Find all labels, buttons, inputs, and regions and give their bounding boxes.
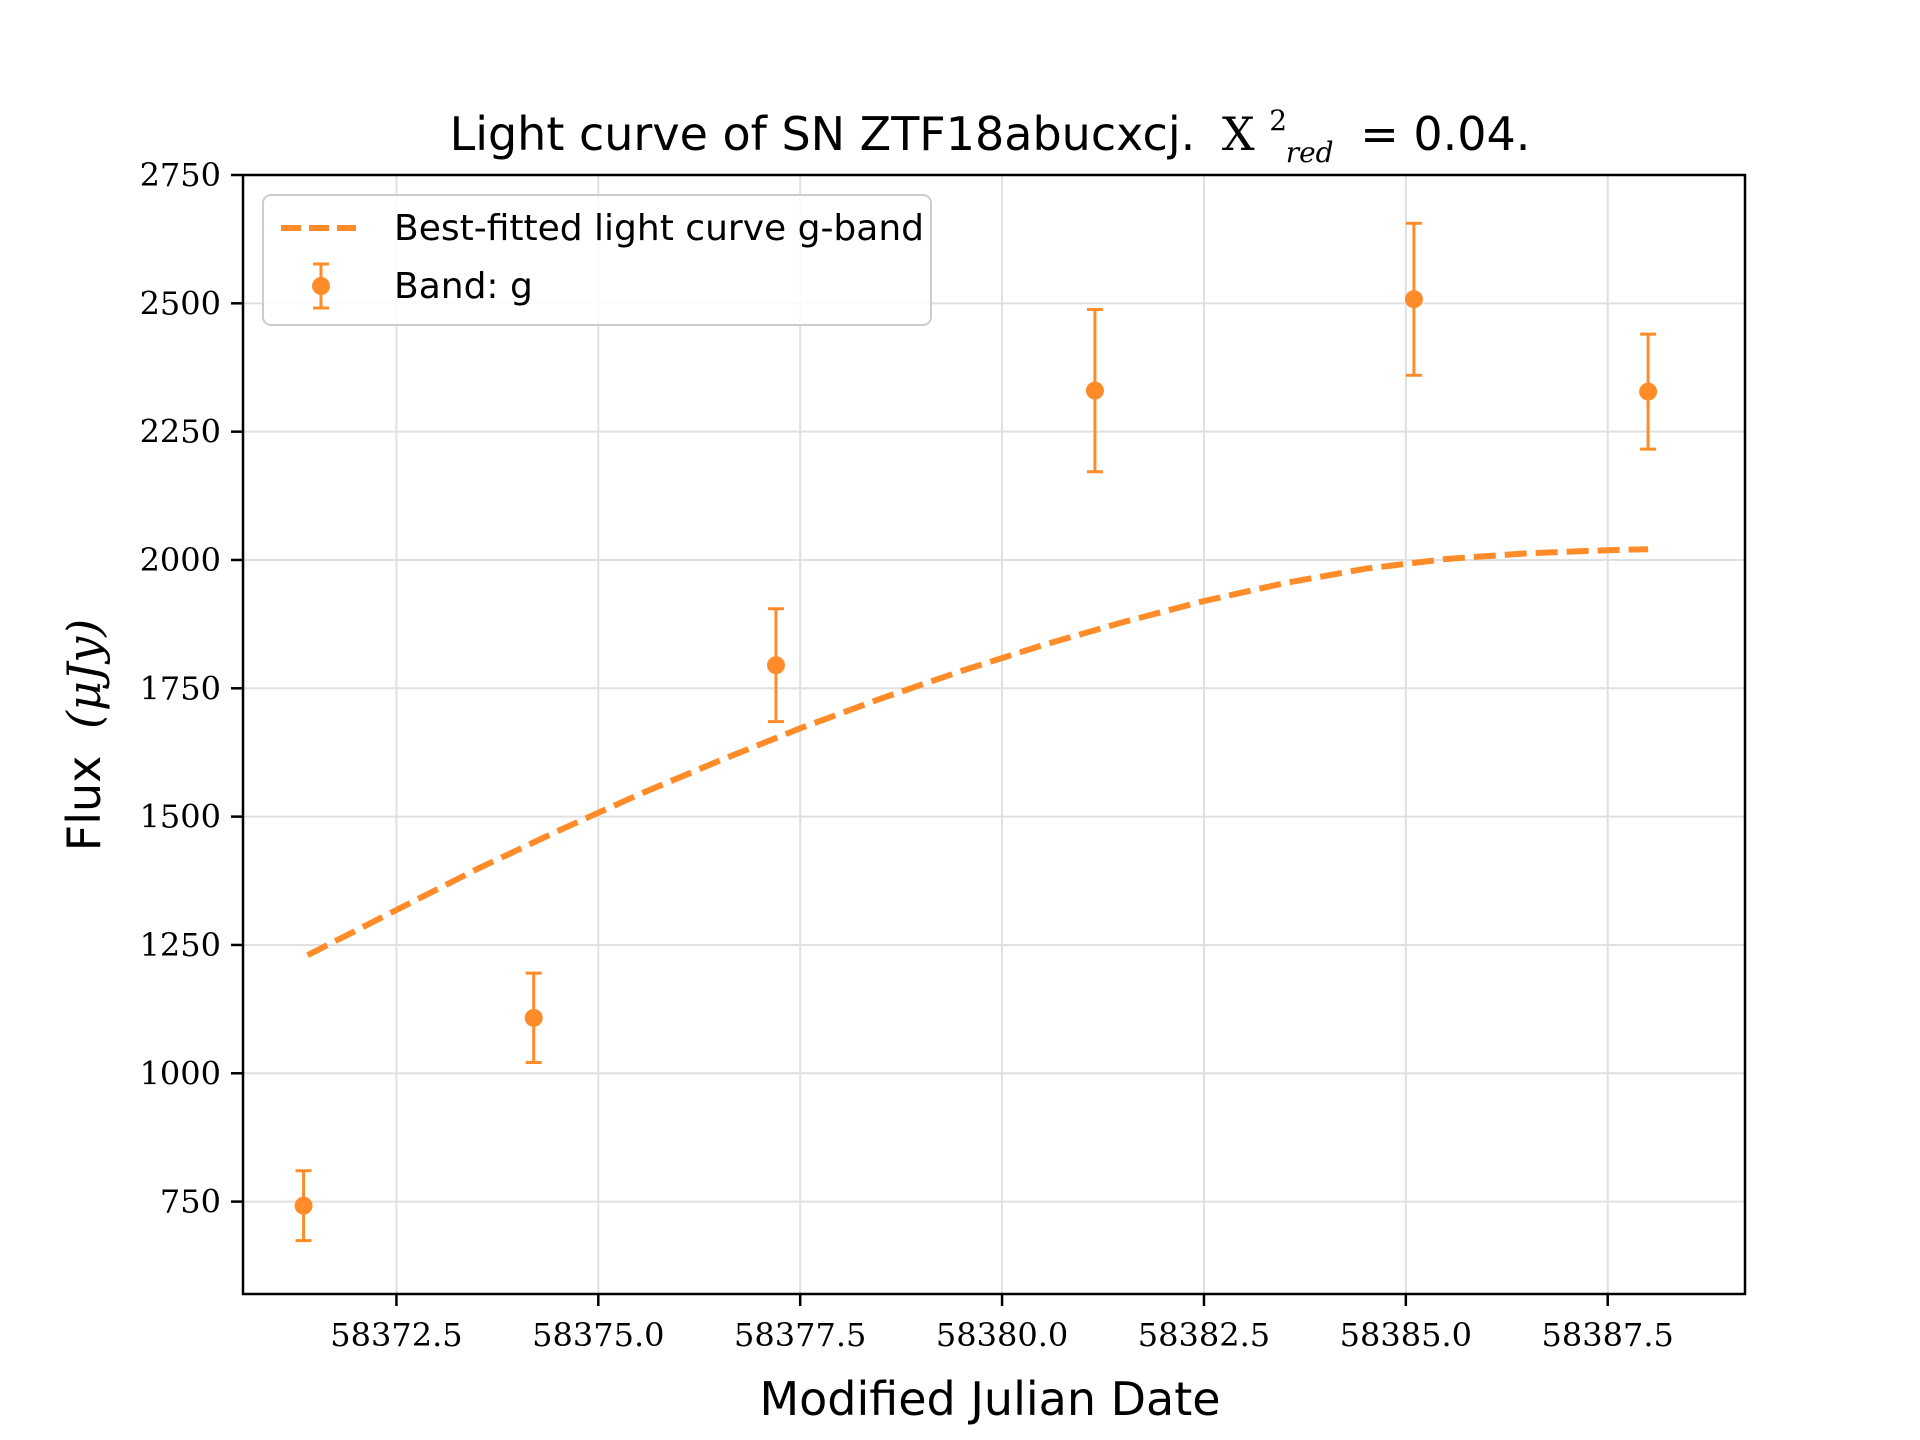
y-axis-label-text: Flux (57, 756, 111, 852)
chart-title-suffix: = 0.04. (1360, 107, 1530, 161)
data-point (294, 1196, 313, 1215)
data-point (1639, 382, 1658, 401)
y-tick-label: 1750 (140, 669, 221, 707)
x-axis-label: Modified Julian Date (759, 1372, 1220, 1426)
x-axis-ticks: 58372.5 58375.0 58377.5 58380.0 58382.5 58385… (330, 1294, 1674, 1354)
data-point (1085, 381, 1104, 400)
y-tick-label: 750 (160, 1183, 221, 1221)
chart-title-symbol: X (1222, 107, 1255, 161)
fit-curve-line (306, 546, 1649, 958)
y-tick-label: 1000 (140, 1054, 221, 1092)
y-axis-label-unit: (μJy) (57, 619, 111, 729)
x-tick-label: 58380.0 (936, 1316, 1068, 1354)
y-tick-label: 2750 (140, 156, 221, 194)
x-tick-label: 58372.5 (330, 1316, 462, 1354)
y-tick-label: 2250 (140, 413, 221, 451)
y-tick-label: 2000 (140, 541, 221, 579)
plot-area (243, 175, 1745, 1294)
legend-fit-label: Best-fitted light curve g-band (394, 208, 924, 249)
data-point (766, 656, 785, 675)
y-tick-label: 1500 (140, 798, 221, 836)
legend-point-icon (312, 277, 330, 295)
data-points-layer (294, 221, 1658, 1243)
x-tick-label: 58387.5 (1542, 1316, 1674, 1354)
fit-curve-layer (306, 546, 1649, 958)
y-tick-label: 2500 (140, 284, 221, 322)
y-axis-ticks: 750 1000 1250 1500 1750 2000 2250 2500 2750 (140, 156, 243, 1221)
data-point (1404, 290, 1423, 309)
legend: Best-fitted light curve g-band Band: g (262, 194, 932, 326)
chart-title-prefix: Light curve of SN ZTF18abucxcj. (450, 107, 1196, 161)
plot-frame (241, 173, 1747, 1296)
x-tick-label: 58385.0 (1340, 1316, 1472, 1354)
legend-box (262, 194, 932, 326)
chart-title-subscript: red (1286, 136, 1334, 169)
data-point (524, 1008, 543, 1027)
chart-title-superscript: 2 (1269, 104, 1287, 137)
grid (243, 174, 1745, 1294)
y-tick-label: 1250 (140, 926, 221, 964)
x-tick-label: 58382.5 (1138, 1316, 1270, 1354)
legend-points-label: Band: g (394, 266, 533, 307)
chart-title: Light curve of SN ZTF18abucxcj. X 2 red … (450, 87, 1531, 173)
x-tick-label: 58377.5 (734, 1316, 866, 1354)
y-axis-label: Flux (μJy) (57, 619, 111, 851)
x-tick-label: 58375.0 (532, 1316, 664, 1354)
